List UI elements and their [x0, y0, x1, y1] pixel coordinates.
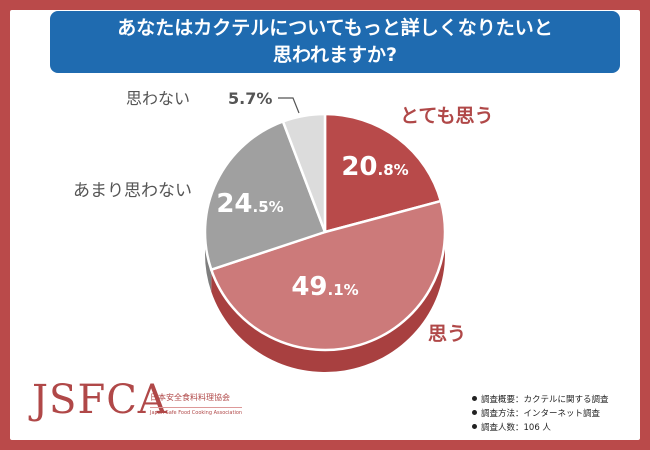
survey-note: 調査方法：インターネット調査 [472, 407, 609, 421]
bullet-icon [472, 396, 477, 401]
pie-chart: 20.8% とても思う 49.1% 思う 24.5% あまり思わない 思わない 5.7% [73, 89, 493, 373]
title-line-1: あなたはカクテルについてもっと詳しくなりたいと [117, 17, 553, 39]
title-line-2: 思われますか? [272, 44, 398, 66]
survey-note: 調査人数：106 人 [472, 421, 609, 435]
chart-card: あなたはカクテルについてもっと詳しくなりたいと 思われますか? 20.8% とても… [10, 10, 640, 440]
logo-english-name: Japan Safe Food Cooking Association [150, 407, 243, 416]
pie-slice-1 [209, 199, 447, 352]
survey-note: 調査概要：カクテルに関する調査 [472, 393, 609, 407]
chart-title: あなたはカクテルについてもっと詳しくなりたいと 思われますか? [50, 11, 620, 73]
survey-notes: 調査概要：カクテルに関する調査 調査方法：インターネット調査 調査人数：106 … [472, 393, 609, 435]
pie-labels: 20.8% とても思う 49.1% 思う 24.5% あまり思わない 思わない 5.7% [73, 89, 493, 345]
pie-slice-0 [323, 112, 443, 234]
leader-line [278, 97, 300, 114]
logo-japanese-name: 日本安全食料料理協会 [150, 393, 230, 402]
pie-slice-3 [281, 112, 327, 233]
category-label-2: あまり思わない [73, 181, 192, 201]
value-label-1: 49.1% [291, 272, 358, 302]
jsfca-logo: JSFCA 日本安全食料料理協会 Japan Safe Food Cooking… [32, 377, 243, 423]
pie-slice-2 [203, 119, 327, 272]
logo-mark: JSFCA [32, 377, 168, 423]
category-label-0: とても思う [400, 105, 493, 127]
value-label-3: 5.7% [228, 89, 272, 108]
value-label-2: 24.5% [216, 189, 283, 219]
bullet-icon [472, 410, 477, 415]
value-label-0: 20.8% [341, 152, 408, 182]
category-label-3: 思わない [126, 89, 190, 108]
pie-slices [203, 112, 447, 352]
category-label-1: 思う [428, 323, 466, 345]
bullet-icon [472, 424, 477, 429]
